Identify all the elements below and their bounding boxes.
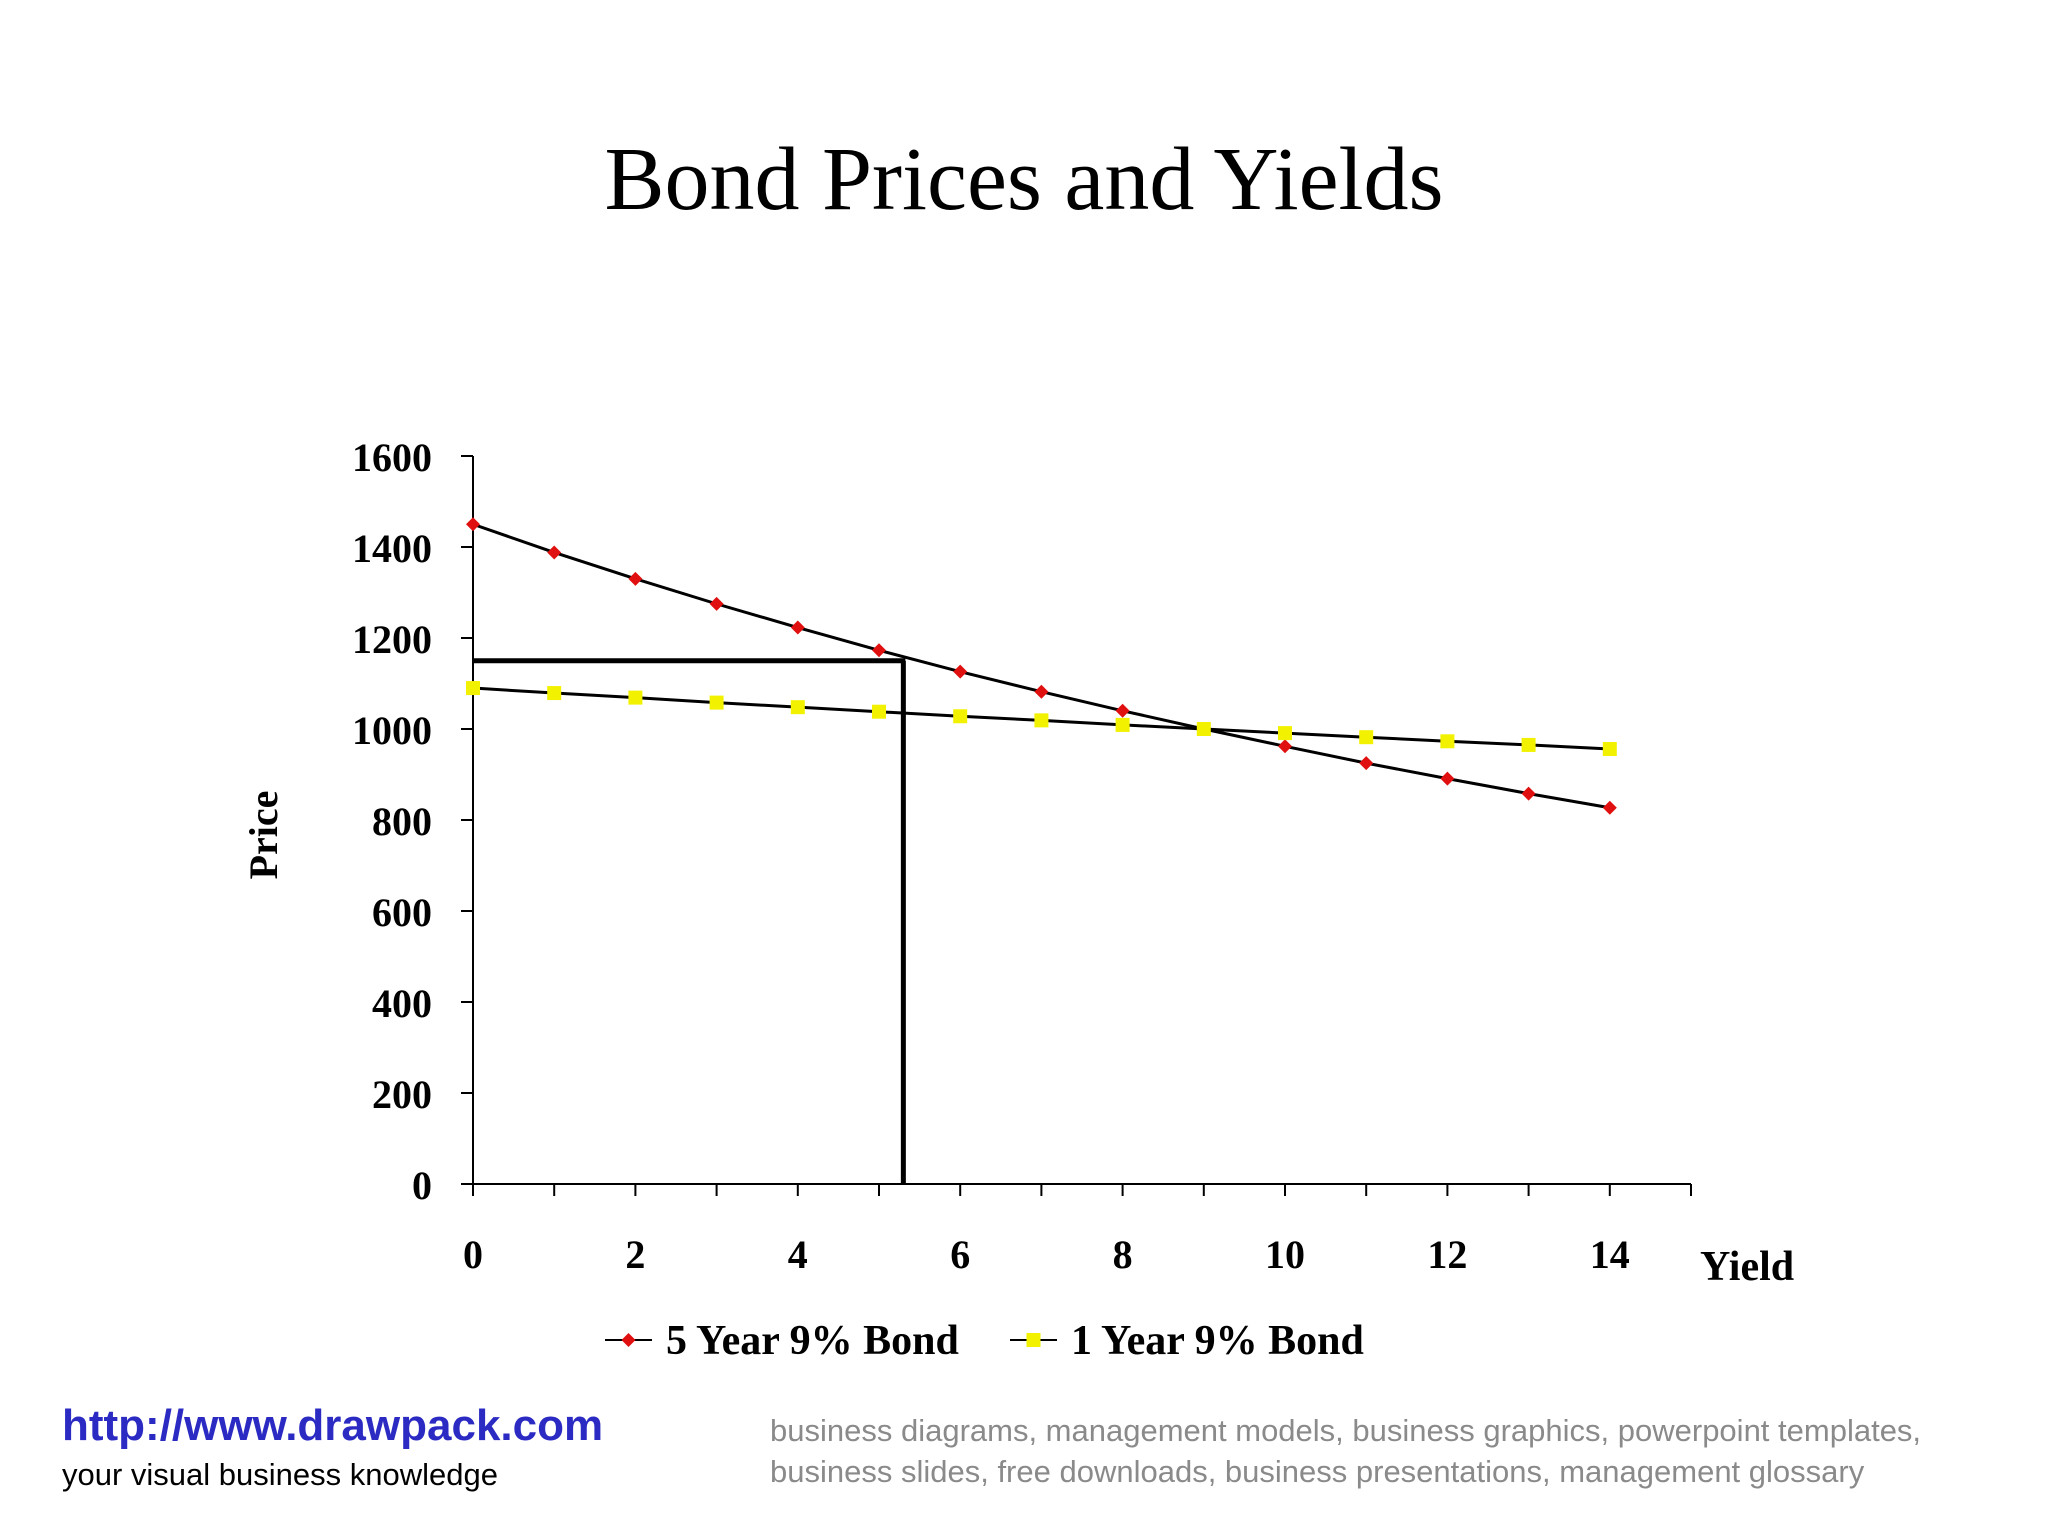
y-tick-label: 1200 [352, 617, 432, 662]
data-point-5yr [709, 596, 724, 611]
y-axis-title: Price [241, 791, 286, 880]
x-tick-label: 0 [463, 1232, 483, 1277]
data-point-5yr [1359, 756, 1374, 771]
data-point-5yr [1115, 703, 1130, 718]
data-point-1yr [547, 686, 562, 701]
data-point-1yr [1440, 734, 1455, 749]
y-tick-label: 400 [372, 981, 432, 1026]
data-point-5yr [1602, 800, 1617, 815]
data-point-1yr [1196, 722, 1211, 736]
series-1yr [466, 681, 1617, 757]
data-point-1yr [1359, 730, 1374, 745]
legend-item-5yr: 5 Year 9% Bond [605, 1318, 959, 1364]
legend-item-1yr: 1 Year 9% Bond [1010, 1318, 1364, 1364]
data-point-1yr [1602, 742, 1617, 757]
data-point-1yr [628, 690, 643, 705]
y-tick-label: 1000 [352, 708, 432, 753]
data-point-1yr [1278, 726, 1292, 741]
y-tick-label: 1600 [352, 435, 432, 480]
footer-tagline: your visual business knowledge [62, 1457, 498, 1492]
data-point-5yr [466, 517, 480, 532]
y-tick-label: 0 [412, 1163, 432, 1208]
chart-axes [461, 455, 1692, 1196]
data-point-5yr [1521, 786, 1536, 801]
data-point-1yr [1115, 717, 1130, 732]
x-tick-label: 14 [1590, 1232, 1630, 1277]
data-point-5yr [872, 643, 886, 658]
legend-label-5yr: 5 Year 9% Bond [666, 1318, 959, 1364]
x-tick-label: 4 [788, 1232, 808, 1277]
data-point-5yr [628, 571, 643, 586]
chart-legend: 5 Year 9% Bond 1 Year 9% Bond [605, 1318, 1364, 1364]
x-tick-label: 12 [1427, 1232, 1467, 1277]
y-tick-label: 800 [372, 799, 432, 844]
data-point-1yr [709, 695, 724, 710]
x-axis-title: Yield [1700, 1244, 1794, 1290]
series-5yr [466, 517, 1617, 815]
y-tick-label: 200 [372, 1072, 432, 1117]
data-point-5yr [1440, 771, 1455, 786]
data-point-5yr [547, 545, 562, 560]
data-point-1yr [953, 709, 968, 724]
data-point-1yr [466, 681, 480, 696]
series-line-5yr [472, 522, 1611, 810]
reference-lines [473, 658, 906, 1184]
x-tick-label: 8 [1113, 1232, 1133, 1277]
x-tick-label: 10 [1265, 1232, 1305, 1277]
legend-label-1yr: 1 Year 9% Bond [1071, 1318, 1364, 1364]
slide-title: Bond Prices and Yields [604, 130, 1444, 229]
data-point-5yr [1278, 739, 1292, 754]
data-point-1yr [1034, 713, 1049, 728]
data-point-5yr [790, 620, 805, 635]
footer-keywords: business diagrams, management models, bu… [770, 1413, 1922, 1489]
data-point-1yr [790, 700, 805, 715]
x-tick-label: 2 [625, 1232, 645, 1277]
data-point-5yr [953, 664, 968, 679]
data-point-1yr [872, 704, 886, 719]
x-tick-label: 6 [950, 1232, 970, 1277]
y-tick-label: 600 [372, 890, 432, 935]
y-tick-label: 1400 [352, 526, 432, 571]
chart-labels: 0 200 400 600 800 1000 1200 1400 1600 0 2 4 6 8 10 12 14… [241, 435, 1794, 1290]
bond-price-yield-chart: 0 200 400 600 800 1000 1200 1400 1600 0 2 4 6 8 10 12 14… [241, 435, 1794, 1364]
legend-marker-1yr [1026, 1333, 1041, 1347]
chart-series [466, 517, 1617, 815]
data-point-5yr [1034, 684, 1049, 699]
footer-link[interactable]: http://www.drawpack.com [62, 1401, 604, 1450]
legend-marker-5yr [621, 1333, 636, 1347]
data-point-1yr [1521, 737, 1536, 752]
